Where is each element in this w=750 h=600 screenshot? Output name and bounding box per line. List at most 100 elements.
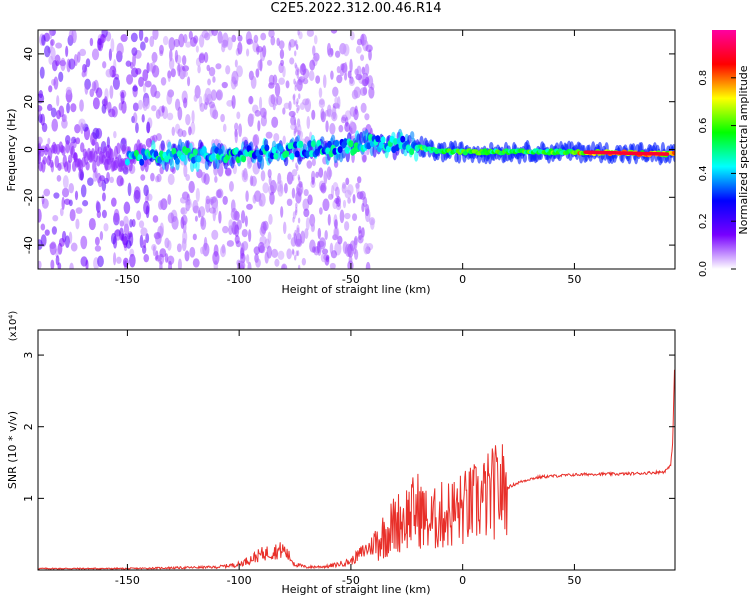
- spectrogram-speckle: [294, 122, 297, 129]
- spectrogram-cell: [42, 156, 47, 165]
- spectrogram-speckle: [120, 34, 128, 42]
- spectrogram-speckle: [46, 103, 53, 112]
- spectrogram-speckle: [105, 68, 113, 78]
- spectrogram-speckle: [360, 102, 367, 113]
- spectrogram-speckle: [250, 75, 257, 89]
- spectrogram-speckle: [88, 217, 96, 231]
- spectrogram-ridge: [264, 144, 270, 152]
- spectrogram-speckle: [305, 217, 310, 231]
- spectrogram-speckle: [71, 136, 77, 144]
- spectrogram-speckle: [270, 36, 276, 46]
- spectrogram-speckle: [102, 61, 107, 69]
- spectrogram-speckle: [271, 248, 279, 259]
- spectrogram-speckle: [334, 227, 339, 239]
- spectrogram-speckle: [58, 237, 65, 247]
- spectrogram-speckle: [119, 227, 124, 241]
- spectrogram-speckle: [360, 54, 365, 62]
- spectrogram-speckle: [228, 219, 234, 229]
- spectrogram-speckle: [306, 115, 311, 130]
- spectrogram-speckle: [205, 195, 211, 205]
- spectrogram-speckle: [258, 96, 263, 111]
- spectrogram-speckle: [151, 243, 157, 252]
- spectrogram-speckle: [75, 218, 80, 230]
- spectrogram-speckle: [330, 70, 334, 80]
- spectrogram-speckle: [220, 113, 225, 123]
- spectrogram-speckle: [241, 171, 249, 183]
- spectrogram-speckle: [94, 236, 100, 246]
- spectrogram-speckle: [297, 174, 301, 181]
- spectrogram-cell: [85, 161, 90, 171]
- spectrogram-speckle: [109, 176, 114, 184]
- spectrogram-speckle: [200, 216, 205, 227]
- spectrogram-speckle: [238, 123, 242, 137]
- spectrogram-speckle: [325, 120, 329, 133]
- spectrogram-speckle: [312, 246, 316, 253]
- spectrogram-speckle: [306, 30, 315, 37]
- spectrogram-speckle: [357, 176, 362, 184]
- x-tick-label: -100: [227, 273, 252, 286]
- spectrogram-speckle: [208, 207, 217, 214]
- spectrogram-speckle: [138, 220, 145, 229]
- spectrogram-speckle: [159, 50, 164, 57]
- spectrogram-speckle: [111, 197, 117, 207]
- spectrogram-speckle: [262, 182, 270, 194]
- spectrogram-speckle: [38, 208, 42, 223]
- spectrogram-speckle: [336, 74, 343, 84]
- spectrogram-speckle: [287, 233, 292, 240]
- spectrogram-ridge: [344, 146, 350, 154]
- spectrogram-speckle: [208, 101, 216, 109]
- spectrogram-speckle: [203, 236, 208, 251]
- spectrogram-speckle: [315, 75, 321, 84]
- spectrogram-speckle: [216, 90, 222, 100]
- spectrogram-speckle: [320, 182, 327, 194]
- spectrogram-speckle: [285, 80, 290, 89]
- spectrogram-speckle: [62, 175, 69, 189]
- spectrogram-speckle: [245, 254, 250, 264]
- spectrogram-speckle: [364, 203, 370, 217]
- spectrogram-speckle: [80, 235, 88, 250]
- spectrogram-speckle: [359, 190, 366, 200]
- spectrogram-speckle: [318, 87, 323, 98]
- spectrogram-speckle: [143, 200, 150, 215]
- spectrogram-speckle: [234, 129, 238, 144]
- spectrogram-speckle: [352, 213, 358, 222]
- spectrogram-speckle: [61, 187, 70, 198]
- spectrogram-speckle: [313, 34, 318, 45]
- spectrogram-speckle: [364, 113, 370, 121]
- spectrogram-speckle: [255, 68, 260, 78]
- spectrogram-speckle: [234, 211, 240, 221]
- spectrogram-speckle: [303, 208, 310, 218]
- spectrogram-speckle: [142, 239, 147, 249]
- spectrogram-speckle: [295, 44, 299, 51]
- spectrogram-speckle: [187, 76, 191, 87]
- spectrogram-speckle: [162, 35, 169, 46]
- spectrogram-speckle: [176, 243, 182, 253]
- spectrogram-speckle: [151, 105, 157, 112]
- spectrogram-speckle: [311, 219, 315, 232]
- spectrogram-speckle: [47, 137, 51, 145]
- spectrogram-speckle: [140, 227, 148, 236]
- spectrogram-ridge: [326, 140, 332, 148]
- spectrogram-x-ticks: -150 -100 -50 0 50: [115, 30, 581, 286]
- spectrogram-speckle: [41, 194, 45, 205]
- spectrogram-speckle: [199, 102, 205, 112]
- spectrogram-speckle: [189, 246, 196, 258]
- spectrogram-speckle: [203, 52, 209, 63]
- spectrogram-speckle: [75, 137, 81, 145]
- spectrogram-speckle: [139, 234, 144, 248]
- spectrogram-ridge: [278, 145, 284, 153]
- spectrogram-ridge: [343, 138, 349, 146]
- spectrogram-speckle: [274, 82, 281, 97]
- spectrogram-speckle: [273, 132, 280, 142]
- spectrogram-speckle: [295, 240, 298, 247]
- spectrogram-speckle: [257, 120, 261, 132]
- spectrogram-speckle: [125, 60, 132, 67]
- spectrogram-ridge: [180, 154, 186, 162]
- spectrogram-speckle: [349, 120, 354, 128]
- spectrogram-speckle: [38, 93, 45, 104]
- spectrogram-cell: [49, 159, 54, 168]
- spectrogram-speckle: [322, 74, 327, 89]
- spectrogram-speckle: [197, 65, 201, 74]
- spectrogram-speckle: [123, 201, 131, 215]
- spectrogram-speckle: [217, 30, 223, 44]
